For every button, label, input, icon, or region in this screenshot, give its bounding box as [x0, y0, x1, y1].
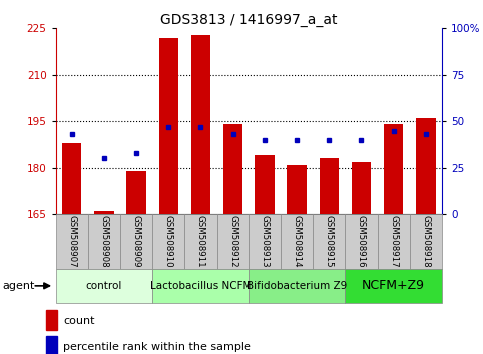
Bar [249, 214, 281, 269]
Bar [345, 214, 378, 269]
Bar [216, 214, 249, 269]
Bar [287, 165, 307, 214]
Bar [313, 214, 345, 269]
Bar [46, 310, 57, 330]
Bar [416, 118, 436, 214]
Text: GSM508918: GSM508918 [421, 215, 430, 268]
Text: Lactobacillus NCFM: Lactobacillus NCFM [150, 281, 251, 291]
Bar [185, 214, 216, 269]
Bar [62, 143, 81, 214]
Bar [152, 269, 249, 303]
Bar [152, 214, 185, 269]
Bar [56, 214, 88, 269]
Bar [249, 269, 345, 303]
Text: agent: agent [2, 281, 35, 291]
Text: GSM508914: GSM508914 [293, 215, 301, 268]
Bar [281, 214, 313, 269]
Bar [410, 214, 442, 269]
Bar [158, 38, 178, 214]
Text: GSM508911: GSM508911 [196, 215, 205, 268]
Text: GSM508907: GSM508907 [67, 215, 76, 268]
Text: GSM508910: GSM508910 [164, 215, 173, 268]
Bar [384, 124, 403, 214]
Bar [255, 155, 274, 214]
Bar [345, 269, 442, 303]
Text: GSM508908: GSM508908 [99, 215, 108, 268]
Text: GSM508915: GSM508915 [325, 215, 334, 268]
Bar [352, 161, 371, 214]
Bar [127, 171, 146, 214]
Text: GSM508917: GSM508917 [389, 215, 398, 268]
Bar [56, 269, 152, 303]
Text: GSM508912: GSM508912 [228, 215, 237, 268]
Text: GSM508909: GSM508909 [131, 215, 141, 268]
Bar [88, 214, 120, 269]
Bar [120, 214, 152, 269]
Bar [378, 214, 410, 269]
Bar [320, 158, 339, 214]
Title: GDS3813 / 1416997_a_at: GDS3813 / 1416997_a_at [160, 13, 338, 27]
Bar [223, 124, 242, 214]
Bar [191, 34, 210, 214]
Text: Bifidobacterium Z9: Bifidobacterium Z9 [247, 281, 347, 291]
Text: percentile rank within the sample: percentile rank within the sample [63, 342, 251, 352]
Bar [94, 211, 114, 214]
Text: count: count [63, 315, 95, 326]
Bar [46, 336, 57, 354]
Text: NCFM+Z9: NCFM+Z9 [362, 279, 425, 292]
Text: GSM508916: GSM508916 [357, 215, 366, 268]
Text: control: control [85, 281, 122, 291]
Text: GSM508913: GSM508913 [260, 215, 270, 268]
